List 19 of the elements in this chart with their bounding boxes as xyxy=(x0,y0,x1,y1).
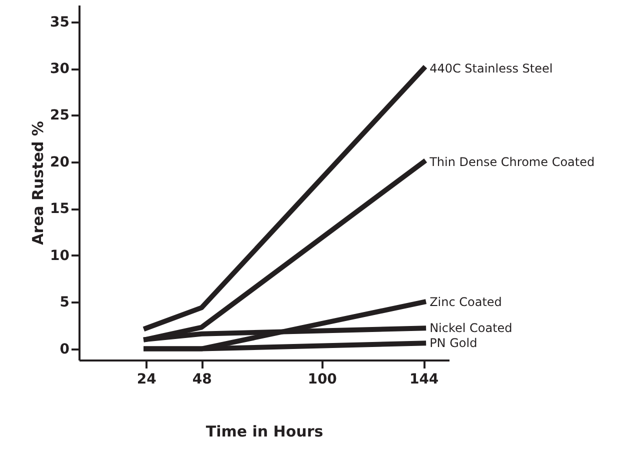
series-label: Thin Dense Chrome Coated xyxy=(428,154,595,169)
x-tick-label: 100 xyxy=(308,372,338,388)
y-tick-label: 35 xyxy=(50,14,70,30)
y-tick-label: 20 xyxy=(50,154,70,170)
y-tick-label: 0 xyxy=(60,341,70,358)
x-axis-title: Time in Hours xyxy=(206,422,324,440)
x-tick-label: 24 xyxy=(136,372,157,388)
series-label: Nickel Coated xyxy=(430,321,512,336)
x-tick-label: 144 xyxy=(409,372,439,388)
y-tick-label: 15 xyxy=(50,201,70,218)
x-tick-label: 48 xyxy=(192,372,212,388)
y-axis-title: Area Rusted % xyxy=(29,120,48,246)
y-tick-label: 25 xyxy=(50,108,70,124)
series-label: PN Gold xyxy=(430,336,478,350)
y-tick-label: 10 xyxy=(50,248,70,264)
y-tick-label: 30 xyxy=(50,61,70,78)
series-label: Zinc Coated xyxy=(430,295,502,310)
series-label: 440C Stainless Steel xyxy=(430,62,553,76)
y-tick-label: 5 xyxy=(60,294,70,311)
